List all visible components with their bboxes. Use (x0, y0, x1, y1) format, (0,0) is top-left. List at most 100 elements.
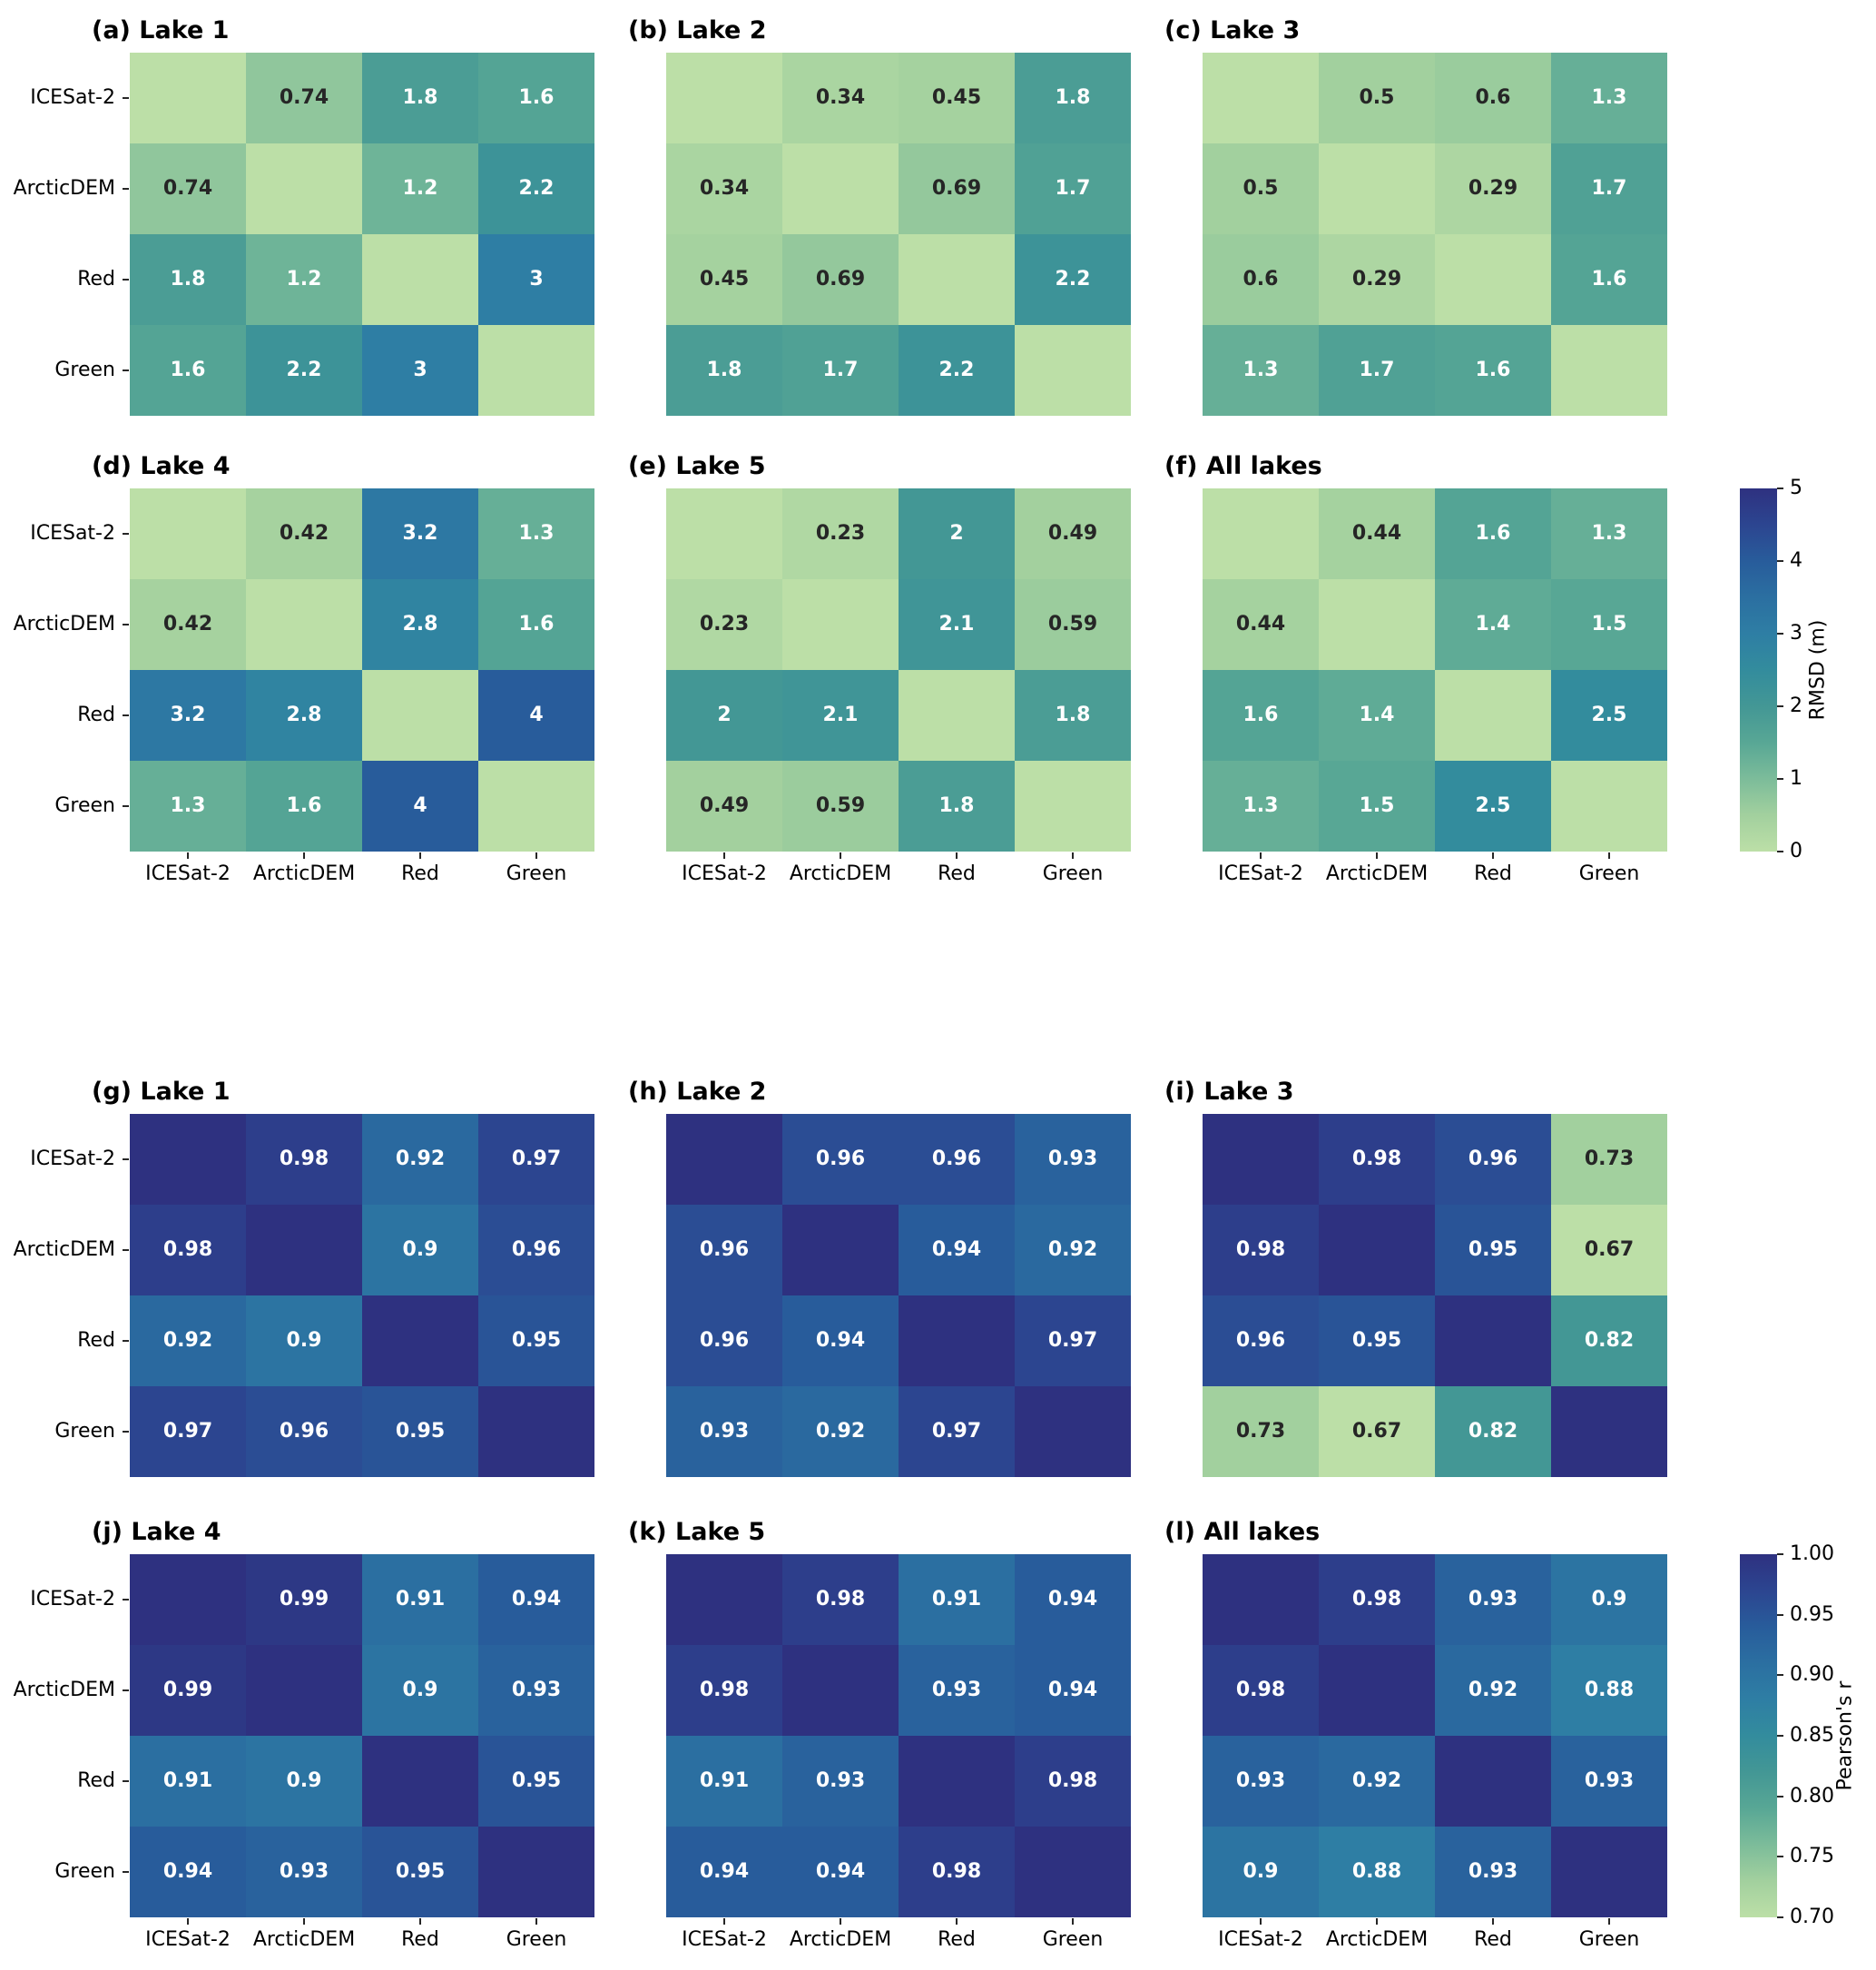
colorbar-tick (1777, 1916, 1783, 1918)
cell-value: 3.2 (170, 704, 206, 726)
y-axis-label-Green: Green (54, 794, 115, 817)
colorbar-rmsd (1740, 488, 1777, 852)
colorbar-tick-label: 5 (1790, 477, 1802, 499)
y-tick (123, 1249, 129, 1251)
heatmap-cell-b-Red-ICESat-2: 0.45 (666, 234, 782, 325)
heatmap-cell-g-Green-ArcticDEM: 0.96 (246, 1386, 362, 1477)
heatmap-grid-i: 0.98 0.96 0.73 0.98 0.95 0.67 0.96 0.95 0.82 0.73… (1203, 1114, 1667, 1477)
cell-value: 1.6 (1475, 359, 1511, 381)
cell-value: 0.34 (815, 86, 866, 109)
heatmap-cell-g-ICESat-2-ArcticDEM: 0.98 (246, 1114, 362, 1205)
heatmap-cell-h-Red-Green: 0.97 (1015, 1295, 1131, 1386)
heatmap-cell-h-Green-ArcticDEM: 0.92 (782, 1386, 899, 1477)
y-axis-label-ICESat-2: ICESat-2 (30, 1588, 115, 1610)
heatmap-cell-h-ArcticDEM-ICESat-2: 0.96 (666, 1205, 782, 1295)
heatmap-cell-b-Green-ICESat-2: 1.8 (666, 325, 782, 416)
cell-value: 0.29 (1468, 177, 1518, 200)
heatmap-cell-b-Red-ArcticDEM: 0.69 (782, 234, 899, 325)
heatmap-cell-e-ArcticDEM-ICESat-2: 0.23 (666, 579, 782, 670)
colorbar-tick-label: 0.95 (1790, 1602, 1834, 1626)
heatmap-cell-j-Green-Red: 0.95 (362, 1827, 478, 1917)
colorbar-tick (1777, 1856, 1783, 1858)
heatmap-cell-g-Green-ICESat-2: 0.97 (130, 1386, 246, 1477)
cell-value: 1.7 (1591, 177, 1627, 200)
cell-value: 1.5 (1359, 794, 1395, 817)
cell-value: 0.92 (162, 1329, 213, 1352)
cell-value: 0.95 (511, 1769, 562, 1792)
cell-value: 0.98 (1235, 1238, 1286, 1261)
x-axis-label-Red: Red (1474, 862, 1512, 885)
heatmap-cell-a-ICESat-2-Green: 1.6 (478, 53, 594, 143)
y-axis-label-ICESat-2: ICESat-2 (30, 86, 115, 109)
x-tick (1492, 1918, 1494, 1925)
heatmap-cell-k-ArcticDEM-ICESat-2: 0.98 (666, 1645, 782, 1736)
heatmap-cell-h-Green-Red: 0.97 (899, 1386, 1015, 1477)
x-tick (419, 852, 421, 859)
heatmap-cell-b-Red-Green: 2.2 (1015, 234, 1131, 325)
cell-value: 2 (949, 522, 964, 545)
heatmap-cell-i-Red-ICESat-2: 0.96 (1203, 1295, 1319, 1386)
y-axis-label-ArcticDEM: ArcticDEM (13, 1238, 115, 1261)
panel-title-d: (d) Lake 4 (92, 452, 231, 480)
cell-value: 1.6 (518, 86, 555, 109)
heatmap-cell-l-Red-Green: 0.93 (1551, 1736, 1667, 1827)
heatmap-cell-h-Green-Green (1015, 1386, 1131, 1477)
heatmap-cell-d-Red-ArcticDEM: 2.8 (246, 670, 362, 761)
heatmap-cell-c-ICESat-2-ArcticDEM: 0.5 (1319, 53, 1435, 143)
cell-value: 2.2 (286, 359, 322, 381)
cell-value: 0.95 (511, 1329, 562, 1352)
cell-value: 0.9 (286, 1769, 322, 1792)
y-tick (123, 533, 129, 535)
heatmap-cell-c-ArcticDEM-Green: 1.7 (1551, 143, 1667, 234)
cell-value: 0.94 (162, 1860, 213, 1883)
x-tick (1072, 852, 1074, 859)
cell-value: 0.67 (1584, 1238, 1635, 1261)
cell-value: 2.1 (938, 613, 975, 635)
cell-value: 1.8 (938, 794, 975, 817)
colorbar-tick-label: 0.70 (1790, 1906, 1834, 1928)
colorbar-tick-label: 0.85 (1790, 1724, 1834, 1747)
cell-value: 0.93 (511, 1679, 562, 1701)
x-tick (535, 852, 537, 859)
x-axis-label-ICESat-2: ICESat-2 (145, 862, 231, 885)
heatmap-grid-k: 0.98 0.91 0.94 0.98 0.93 0.94 0.91 0.93 0.98 0.94… (666, 1554, 1131, 1917)
heatmap-cell-g-ICESat-2-Green: 0.97 (478, 1114, 594, 1205)
cell-value: 0.98 (815, 1588, 866, 1610)
heatmap-cell-b-Green-Green (1015, 325, 1131, 416)
cell-value: 2.2 (518, 177, 555, 200)
colorbar-tick (1777, 1795, 1783, 1798)
cell-value: 1.3 (1242, 359, 1279, 381)
heatmap-cell-j-ArcticDEM-Red: 0.9 (362, 1645, 478, 1736)
heatmap-cell-f-ICESat-2-Red: 1.6 (1435, 488, 1551, 579)
heatmap-cell-b-Green-Red: 2.2 (899, 325, 1015, 416)
cell-value: 0.88 (1351, 1860, 1402, 1883)
cell-value: 0.96 (511, 1238, 562, 1261)
heatmap-cell-c-Red-Green: 1.6 (1551, 234, 1667, 325)
heatmap-cell-b-ICESat-2-ArcticDEM: 0.34 (782, 53, 899, 143)
heatmap-cell-e-Green-ArcticDEM: 0.59 (782, 761, 899, 852)
heatmap-cell-j-Green-ICESat-2: 0.94 (130, 1827, 246, 1917)
y-tick (123, 624, 129, 625)
cell-value: 1.3 (1591, 522, 1627, 545)
heatmap-cell-k-Green-Green (1015, 1827, 1131, 1917)
x-tick (840, 852, 841, 859)
heatmap-cell-e-ArcticDEM-Green: 0.59 (1015, 579, 1131, 670)
heatmap-cell-a-Red-Green: 3 (478, 234, 594, 325)
x-tick (303, 852, 305, 859)
heatmap-cell-d-ArcticDEM-ICESat-2: 0.42 (130, 579, 246, 670)
heatmap-cell-a-Green-ICESat-2: 1.6 (130, 325, 246, 416)
heatmap-cell-g-Green-Green (478, 1386, 594, 1477)
x-tick (1260, 852, 1262, 859)
heatmap-cell-i-ICESat-2-ICESat-2 (1203, 1114, 1319, 1205)
heatmap-cell-h-ICESat-2-ArcticDEM: 0.96 (782, 1114, 899, 1205)
cell-value: 0.93 (1468, 1860, 1518, 1883)
heatmap-cell-c-Green-ArcticDEM: 1.7 (1319, 325, 1435, 416)
heatmap-cell-f-ArcticDEM-ICESat-2: 0.44 (1203, 579, 1319, 670)
y-tick (123, 1431, 129, 1433)
cell-value: 1.6 (286, 794, 322, 817)
cell-value: 1.6 (1591, 268, 1627, 291)
cell-value: 0.59 (1047, 613, 1098, 635)
panel-title-h: (h) Lake 2 (628, 1078, 767, 1106)
x-axis-label-Red: Red (1474, 1928, 1512, 1951)
cell-value: 0.92 (1047, 1238, 1098, 1261)
